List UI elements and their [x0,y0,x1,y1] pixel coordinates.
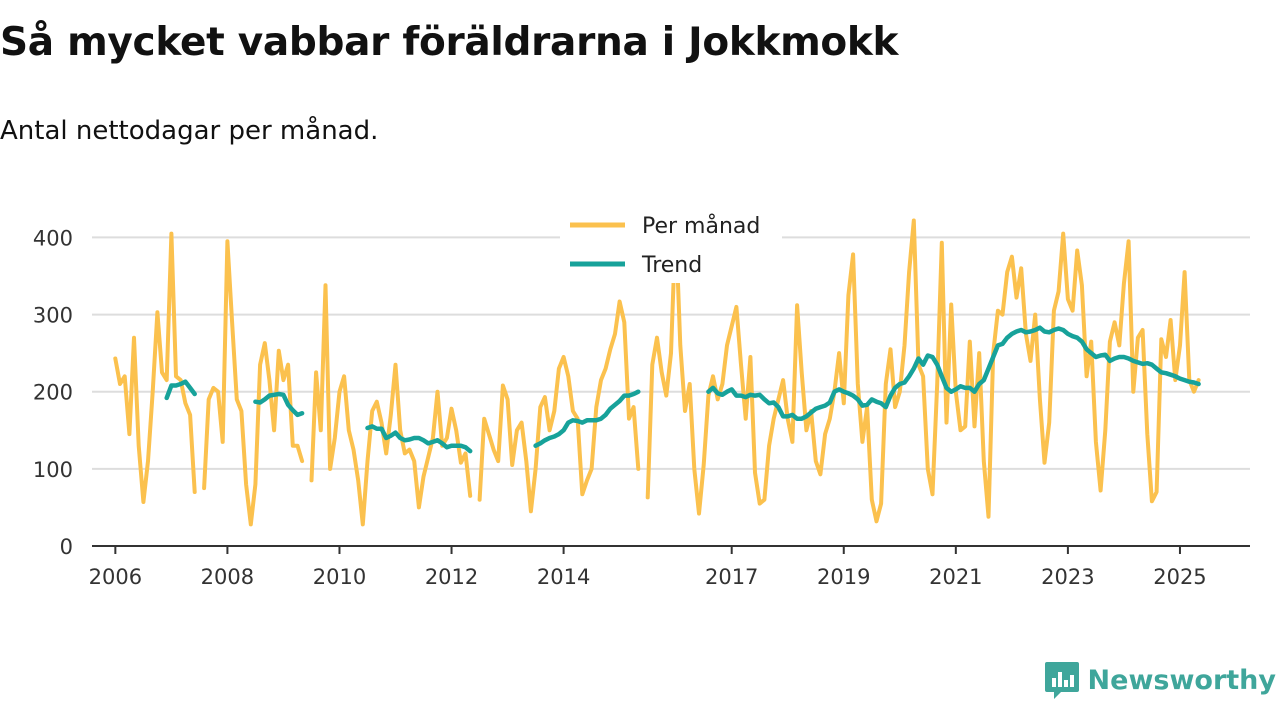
x-tick-label: 2019 [817,565,870,589]
legend-background [560,205,782,283]
x-tick-label: 2008 [201,565,254,589]
x-tick-label: 2014 [537,565,590,589]
brand-logo: Newsworthy [1044,660,1276,700]
x-tick-label: 2010 [313,565,366,589]
x-tick-label: 2025 [1153,565,1206,589]
x-tick-label: 2017 [705,565,758,589]
chart-subtitle: Antal nettodagar per månad. [0,116,379,146]
x-tick-label: 2021 [929,565,982,589]
axes: 0 100 200 300 400 2006 2008 2010 2012 2014 2017 201… [33,226,1250,589]
y-tick-label: 300 [33,304,73,328]
y-tick-label: 0 [60,535,73,559]
x-tick-label: 2006 [89,565,142,589]
legend: Per månad Trend [560,205,782,283]
bar-chart-speech-bubble-icon [1044,662,1079,699]
series-lines [113,218,1201,527]
x-tick-label: 2023 [1041,565,1094,589]
legend-label: Trend [641,253,702,278]
y-tick-label: 100 [33,458,73,482]
chart-title: Så mycket vabbar föräldrarna i Jokkmokk [0,20,899,65]
y-tick-label: 200 [33,381,73,405]
brand-name: Newsworthy [1087,664,1276,696]
legend-label: Per månad [642,213,760,239]
x-tick-label: 2012 [425,565,478,589]
y-tick-label: 400 [33,226,73,250]
series-line-trend [164,325,1201,454]
series-line-per-manad [113,218,1201,527]
